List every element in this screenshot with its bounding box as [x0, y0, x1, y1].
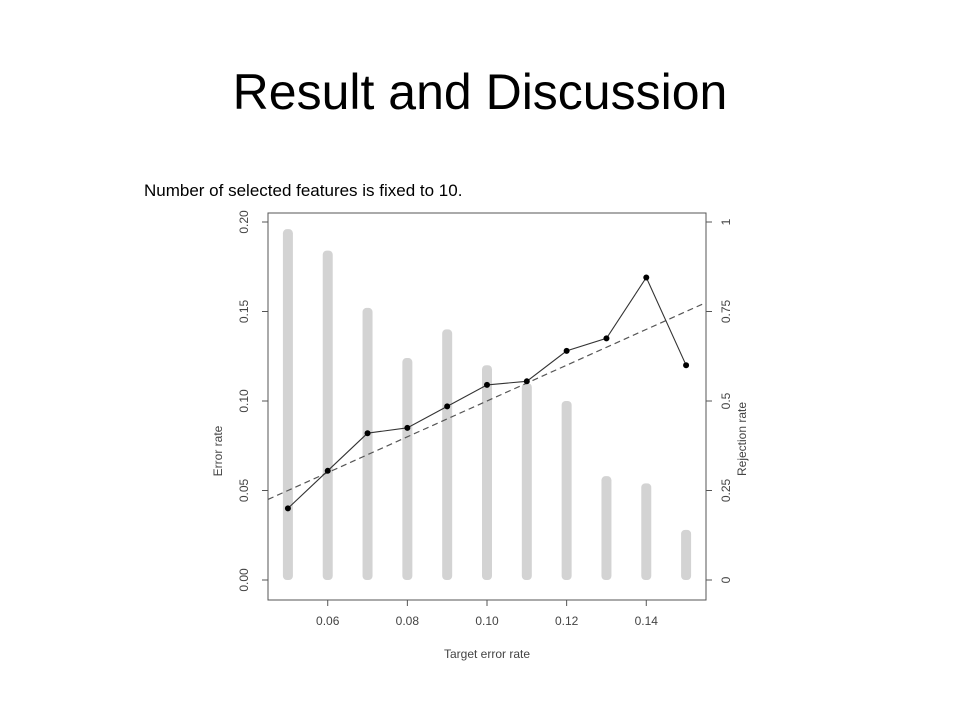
- x-axis-label: Target error rate: [444, 647, 530, 661]
- rejection-bar: [641, 483, 652, 580]
- y-tick-label: 0.15: [237, 299, 251, 323]
- y2-tick-label: 0.75: [719, 299, 733, 323]
- rejection-bars: [282, 229, 692, 580]
- y2-tick-label: 0: [719, 576, 733, 583]
- error-rate-point: [643, 274, 650, 281]
- error-rate-point: [404, 424, 411, 431]
- error-rejection-chart: 0.06 0.08 0.10 0.12 0.14 0.00 0.05 0.10 0.15 0.20…: [211, 210, 749, 661]
- y-axis-label: Error rate: [211, 425, 225, 476]
- rejection-bar: [442, 329, 453, 580]
- error-rate-point: [484, 381, 490, 388]
- rejection-bar: [561, 401, 572, 580]
- slide-title: Result and Discussion: [232, 64, 728, 120]
- y2-axis-label: Rejection rate: [735, 402, 749, 476]
- reference-dashed-line: [267, 302, 707, 500]
- y-tick-label: 0.20: [237, 210, 251, 234]
- axes: 0.06 0.08 0.10 0.12 0.14 0.00 0.05 0.10 0.15 0.20…: [237, 210, 733, 628]
- y2-tick-label: 1: [719, 218, 733, 225]
- error-rate-point: [523, 378, 530, 385]
- x-tick-label: 0.06: [316, 614, 340, 628]
- rejection-bar: [482, 365, 492, 580]
- x-tick-label: 0.14: [635, 614, 659, 628]
- y-tick-label: 0.05: [237, 478, 251, 502]
- x-tick-label: 0.12: [555, 614, 579, 628]
- error-rate-point: [364, 430, 371, 437]
- y-tick-label: 0.00: [237, 568, 251, 592]
- error-rate-point: [324, 467, 331, 474]
- series-lines: [267, 274, 707, 512]
- y2-tick-label: 0.25: [719, 478, 733, 502]
- rejection-bar: [681, 529, 692, 580]
- error-rate-point: [444, 403, 451, 410]
- rejection-bar: [322, 250, 333, 580]
- rejection-bar: [282, 229, 293, 580]
- rejection-bar: [521, 383, 532, 580]
- y2-tick-label: 0.5: [719, 392, 733, 409]
- x-tick-label: 0.08: [396, 614, 420, 628]
- y-tick-label: 0.10: [237, 389, 251, 413]
- error-rate-point: [683, 362, 690, 369]
- error-rate-point: [563, 347, 570, 354]
- slide-subtitle: Number of selected features is fixed to …: [144, 181, 463, 200]
- rejection-bar: [402, 358, 413, 580]
- x-tick-label: 0.10: [475, 614, 499, 628]
- error-rate-point: [284, 505, 291, 512]
- rejection-bar: [362, 307, 373, 580]
- rejection-bar: [601, 476, 612, 580]
- error-rate-point: [603, 335, 610, 342]
